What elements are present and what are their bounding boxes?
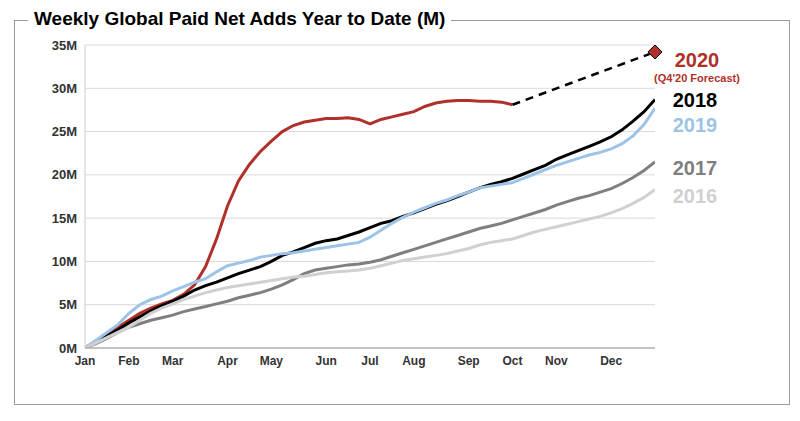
svg-text:2018: 2018	[673, 89, 718, 111]
svg-text:Mar: Mar	[162, 354, 184, 368]
svg-text:Nov: Nov	[545, 354, 568, 368]
svg-text:Jun: Jun	[315, 354, 336, 368]
svg-text:Sep: Sep	[458, 354, 480, 368]
svg-text:Oct: Oct	[502, 354, 522, 368]
svg-text:2019: 2019	[673, 114, 718, 136]
svg-text:Feb: Feb	[118, 354, 139, 368]
svg-text:2016: 2016	[673, 185, 718, 207]
svg-text:(Q4'20 Forecast): (Q4'20 Forecast)	[654, 72, 740, 84]
svg-text:15M: 15M	[52, 211, 77, 226]
svg-text:2020: 2020	[675, 49, 720, 71]
svg-text:Jul: Jul	[361, 354, 378, 368]
svg-text:Jan: Jan	[75, 354, 96, 368]
svg-text:30M: 30M	[52, 81, 77, 96]
svg-text:2017: 2017	[673, 157, 718, 179]
svg-text:0M: 0M	[59, 341, 77, 356]
svg-text:Aug: Aug	[402, 354, 425, 368]
svg-text:Apr: Apr	[217, 354, 238, 368]
svg-text:25M: 25M	[52, 124, 77, 139]
svg-text:35M: 35M	[52, 38, 77, 53]
svg-text:20M: 20M	[52, 167, 77, 182]
svg-text:5M: 5M	[59, 297, 77, 312]
html-text:Weekly Global Paid Net Adds Ye: Weekly Global Paid Net Adds Year to Date…	[34, 8, 446, 29]
svg-text:May: May	[260, 354, 284, 368]
svg-text:Dec: Dec	[600, 354, 622, 368]
svg-text:10M: 10M	[52, 254, 77, 269]
